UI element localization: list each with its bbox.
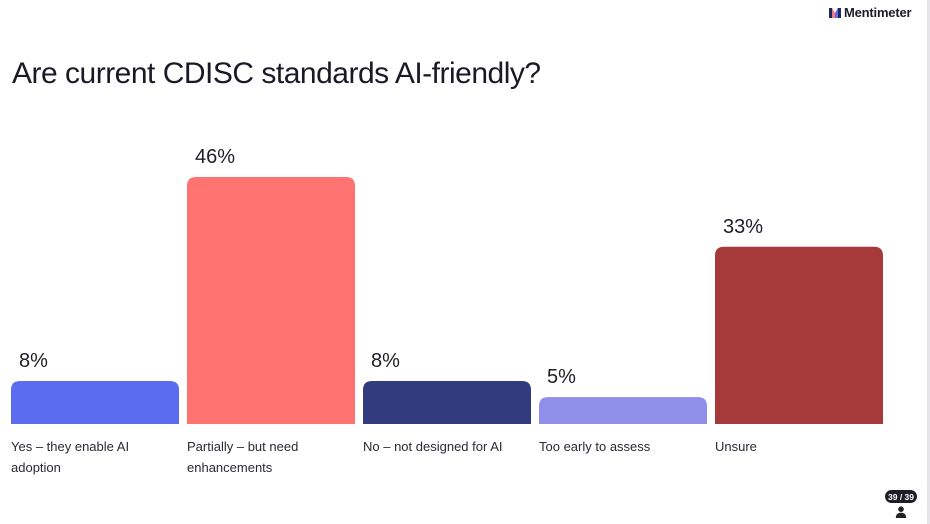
bar-4 bbox=[539, 397, 707, 424]
question-title: Are current CDISC standards AI-friendly? bbox=[12, 57, 541, 90]
value-label-5: 33% bbox=[723, 216, 763, 238]
category-label-4: Too early to assess bbox=[539, 439, 651, 454]
mentimeter-brand: Mentimeter bbox=[829, 5, 912, 20]
category-label-2: Partially – but need enhancements bbox=[187, 439, 299, 475]
value-label-3: 8% bbox=[371, 350, 400, 372]
slide-counter: 39 / 39 bbox=[885, 490, 917, 503]
participants-button[interactable] bbox=[886, 500, 916, 524]
brand-name: Mentimeter bbox=[844, 5, 912, 20]
person-icon bbox=[895, 506, 907, 518]
mentimeter-logo-icon bbox=[829, 7, 841, 18]
category-label-3: No – not designed for AI bbox=[363, 439, 503, 454]
value-label-4: 5% bbox=[547, 366, 576, 388]
category-label-1: Yes – they enable AI adoption bbox=[11, 439, 130, 475]
value-label-1: 8% bbox=[19, 350, 48, 372]
bar-5 bbox=[715, 246, 883, 424]
bar-1 bbox=[11, 381, 179, 424]
value-label-2: 46% bbox=[195, 146, 235, 168]
bar-3 bbox=[363, 381, 531, 424]
window-edge bbox=[927, 0, 930, 524]
bar-2 bbox=[187, 177, 355, 424]
category-label-5: Unsure bbox=[715, 439, 757, 454]
